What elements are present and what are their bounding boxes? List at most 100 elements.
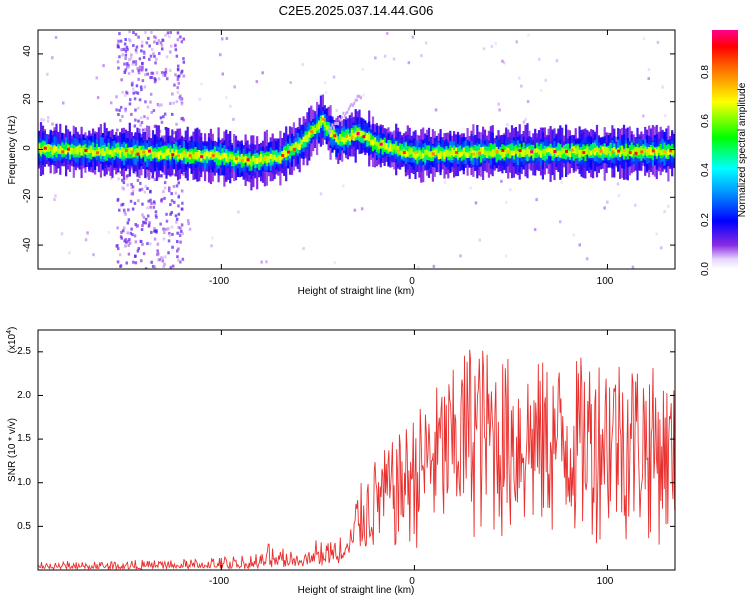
- bottom-axis-ticks: [38, 330, 675, 570]
- spectrogram-cell: [126, 149, 129, 159]
- noise-speck: [92, 253, 95, 257]
- spectrogram-cell: [539, 150, 543, 158]
- noise-speck: [154, 210, 158, 214]
- spectrogram-cell: [368, 134, 371, 141]
- spectrogram-cell: [659, 150, 662, 155]
- spectrogram-branch: [357, 94, 360, 98]
- spectrogram-cell: [534, 148, 537, 159]
- noise-speck: [171, 112, 174, 116]
- spectrogram-cell: [192, 154, 195, 159]
- noise-speck: [417, 266, 420, 269]
- spectrogram-cell: [424, 150, 427, 156]
- noise-speck: [102, 64, 105, 68]
- noise-speck: [174, 73, 177, 77]
- noise-speck: [134, 60, 138, 64]
- spectrogram-cell: [644, 146, 647, 154]
- noise-speck: [559, 220, 562, 224]
- spectrogram-peak: [61, 150, 65, 154]
- spectrogram-peak: [95, 151, 99, 155]
- noise-speck: [142, 215, 146, 219]
- noise-speck: [149, 76, 152, 80]
- spectrogram-peak: [177, 154, 180, 158]
- noise-speck: [116, 226, 119, 230]
- noise-speck: [137, 247, 140, 251]
- spectrogram-cell: [277, 155, 280, 163]
- noise-speck: [144, 68, 148, 72]
- spectrogram-cell: [543, 149, 546, 156]
- spectrogram-cell: [655, 149, 658, 157]
- spectrogram-branch: [345, 111, 348, 115]
- spectrogram-cell: [601, 146, 604, 161]
- noise-speck: [522, 120, 526, 124]
- spectrogram-cell: [223, 153, 226, 166]
- spectrogram-cell: [653, 148, 656, 153]
- noise-speck: [188, 227, 192, 231]
- noise-speck: [149, 54, 153, 58]
- noise-speck: [47, 116, 50, 120]
- noise-speck: [407, 61, 411, 65]
- noise-speck: [176, 75, 180, 79]
- spectrogram-cell: [566, 150, 570, 156]
- spectrogram-cell: [545, 146, 548, 160]
- noise-speck: [498, 108, 501, 112]
- noise-speck: [132, 87, 135, 91]
- spectrogram-cell: [586, 146, 589, 154]
- spectrogram-cell: [422, 153, 425, 159]
- spectrogram-cell: [657, 147, 660, 153]
- noise-speck: [151, 264, 155, 268]
- spectrogram-cell: [306, 134, 309, 143]
- spectrogram-cell: [92, 142, 95, 156]
- spectrogram-peak: [281, 154, 285, 157]
- spectrogram-cell: [113, 150, 116, 156]
- spectrogram-cell: [414, 152, 417, 160]
- noise-speck: [153, 35, 156, 39]
- spectrogram-cell: [128, 147, 131, 155]
- noise-speck: [142, 220, 145, 224]
- spectrogram-cell: [555, 151, 558, 157]
- noise-speck: [180, 223, 184, 227]
- noise-speck: [60, 232, 64, 236]
- spectrogram-branch: [327, 128, 330, 132]
- noise-speck: [165, 219, 169, 223]
- noise-speck: [135, 51, 138, 54]
- noise-speck: [166, 227, 170, 231]
- spectrogram-peak: [240, 159, 244, 163]
- noise-speck: [86, 231, 89, 235]
- noise-speck: [150, 201, 153, 205]
- noise-speck: [153, 237, 157, 241]
- spectrogram-cell: [159, 150, 162, 156]
- spectrogram-cell: [649, 147, 653, 155]
- noise-speck: [141, 213, 144, 217]
- noise-speck: [176, 68, 180, 72]
- spectrogram-cell: [68, 147, 72, 155]
- noise-speck: [177, 258, 180, 262]
- spectrogram-peak: [310, 130, 314, 134]
- noise-speck: [182, 118, 185, 122]
- noise-speck: [221, 37, 224, 41]
- noise-speck: [124, 49, 128, 53]
- noise-speck: [119, 39, 123, 43]
- spectrogram-cell: [95, 144, 99, 155]
- spectrogram-cell: [393, 144, 396, 150]
- spectrogram-cell: [92, 149, 95, 157]
- spectrogram-peak: [634, 151, 638, 155]
- spectrogram-branch: [333, 126, 335, 130]
- spectrogram-peak: [593, 148, 597, 152]
- noise-speck: [124, 57, 127, 60]
- noise-speck: [127, 218, 131, 222]
- noise-speck: [142, 56, 146, 59]
- noise-speck: [146, 72, 149, 76]
- noise-speck: [289, 81, 292, 84]
- noise-speck: [176, 77, 180, 81]
- spectrogram-cell: [231, 153, 234, 161]
- noise-speck: [122, 208, 126, 212]
- spectrogram-cell: [279, 155, 282, 163]
- noise-speck: [663, 210, 666, 214]
- noise-speck: [154, 61, 157, 65]
- top-ytick-label: -40: [22, 237, 33, 252]
- bottom-y-scale-note: (x104): [6, 327, 18, 354]
- noise-speck: [157, 104, 161, 108]
- noise-speck: [119, 265, 122, 268]
- spectrogram-cell: [217, 152, 220, 160]
- noise-speck: [118, 108, 121, 112]
